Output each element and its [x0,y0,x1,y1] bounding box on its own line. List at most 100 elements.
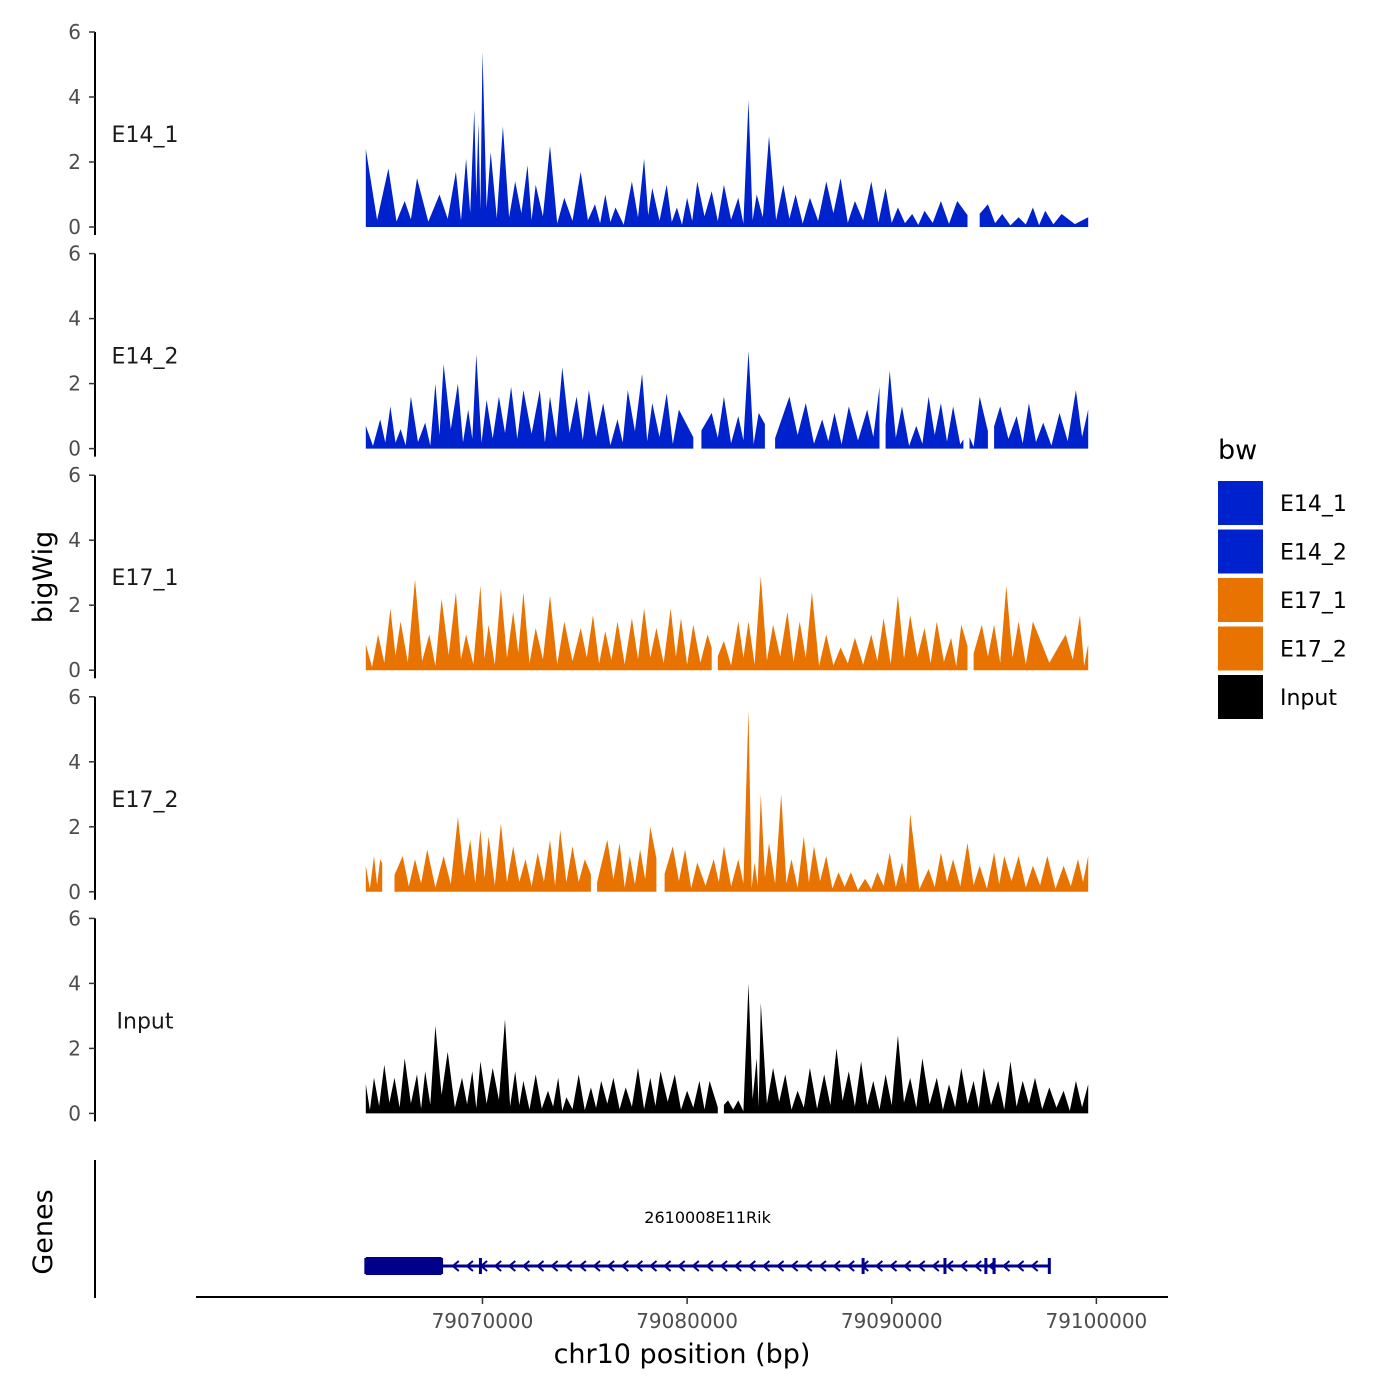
y-tick-label: 4 [68,971,81,995]
track-E17_2: 0 2 4 6 E17_2 [68,685,1089,904]
strand-arrow [677,1260,686,1272]
legend-label: Input [1280,686,1337,711]
signal-area [597,826,657,892]
strand-arrow [663,1260,672,1272]
y-tick-label: 4 [68,528,81,552]
signal-area [365,354,694,449]
legend-swatch-E17_1 [1218,578,1263,622]
legend-title: bw [1218,435,1257,466]
gene-track: 2610008E11Rik [94,1160,1051,1298]
x-axis-title: chr10 position (bp) [554,1339,811,1370]
genes-axis-title: Genes [28,1189,59,1274]
track-label: E17_2 [112,788,179,813]
track-label: E14_2 [112,345,179,370]
track-label: E14_1 [112,123,179,148]
strand-arrow [776,1260,785,1272]
y-tick-label: 2 [68,1036,81,1060]
signal-area [775,386,880,449]
strand-arrow [832,1260,841,1272]
strand-arrow [733,1260,742,1272]
strand-arrow [465,1260,474,1272]
y-tick-label: 4 [68,85,81,109]
strand-arrow [903,1260,912,1272]
track-E17_1: 0 2 4 6 E17_1 [68,463,1089,682]
strand-arrow [592,1260,601,1272]
gene-label: 2610008E11Rik [644,1208,771,1227]
strand-arrow [521,1260,531,1272]
x-tick-label: 79090000 [841,1309,943,1333]
strand-arrow [648,1260,658,1272]
track-E14_2: 0 2 4 6 E14_2 [68,242,1089,461]
track-E14_1: 0 2 4 6 E14_1 [68,20,1089,239]
y-axis-title: bigWig [28,531,59,624]
y-tick-label: 6 [68,906,81,930]
strand-arrow [564,1260,573,1272]
legend-swatch-Input [1218,675,1263,719]
signal-area [973,585,1089,671]
strand-arrow [507,1260,516,1272]
strand-arrow [747,1260,756,1272]
signal-area [979,204,1089,227]
signal-area [365,1019,718,1114]
y-tick-label: 6 [68,685,81,709]
strand-arrow [804,1260,813,1272]
y-tick-label: 0 [68,1101,81,1125]
signal-area [969,396,988,449]
x-tick-label: 79070000 [432,1309,534,1333]
signal-area [701,351,765,449]
track-label: Input [117,1009,174,1034]
legend-label: E17_1 [1280,589,1347,614]
signal-area [365,579,712,671]
strand-arrow [634,1260,644,1272]
strand-arrow [945,1260,954,1272]
strand-arrow [931,1260,940,1272]
signal-area [394,817,591,892]
strand-arrow [691,1260,700,1272]
strand-arrow [818,1260,827,1272]
strand-arrow [1016,1260,1025,1272]
y-tick-label: 0 [68,658,81,682]
strand-arrow [606,1260,615,1272]
strand-arrow [790,1260,799,1272]
legend-swatch-E14_2 [1218,529,1263,574]
y-tick-label: 6 [68,20,81,44]
strand-arrow [493,1260,502,1272]
y-tick-label: 2 [68,815,81,839]
strand-arrow [719,1260,728,1272]
legend: bw E14_1 E14_2 E17_1 E17_2 Input [1218,435,1347,719]
legend-label: E14_2 [1280,541,1347,566]
y-tick-label: 2 [68,150,81,174]
strand-arrow [973,1260,982,1272]
y-tick-label: 2 [68,593,81,617]
legend-label: E14_1 [1280,492,1347,517]
gene-thick-block [365,1257,442,1275]
y-tick-label: 0 [68,880,81,904]
strand-arrow [578,1260,587,1272]
track-label: E17_1 [112,566,179,591]
legend-swatch-E17_2 [1218,626,1263,671]
signal-area [723,983,1089,1114]
y-tick-label: 4 [68,750,81,774]
strand-arrow [550,1260,559,1272]
legend-label: E17_2 [1280,638,1347,663]
strand-arrow [451,1260,460,1272]
signal-area [365,856,383,892]
strand-arrow [874,1260,884,1272]
strand-arrow [761,1260,771,1272]
signal-area [717,576,968,671]
y-tick-label: 4 [68,307,81,331]
strand-arrow [846,1260,855,1272]
y-tick-label: 0 [68,437,81,461]
signal-area [994,390,1089,449]
strand-arrow [959,1260,968,1272]
legend-swatch-E14_1 [1218,481,1263,525]
x-tick-label: 79100000 [1045,1309,1147,1333]
y-tick-label: 6 [68,463,81,487]
strand-arrow [705,1260,714,1272]
signal-area [885,370,964,449]
x-axis: 79070000 79080000 79090000 79100000 [196,1296,1168,1333]
y-tick-label: 0 [68,215,81,239]
y-tick-label: 6 [68,242,81,266]
x-tick-label: 79080000 [636,1309,738,1333]
